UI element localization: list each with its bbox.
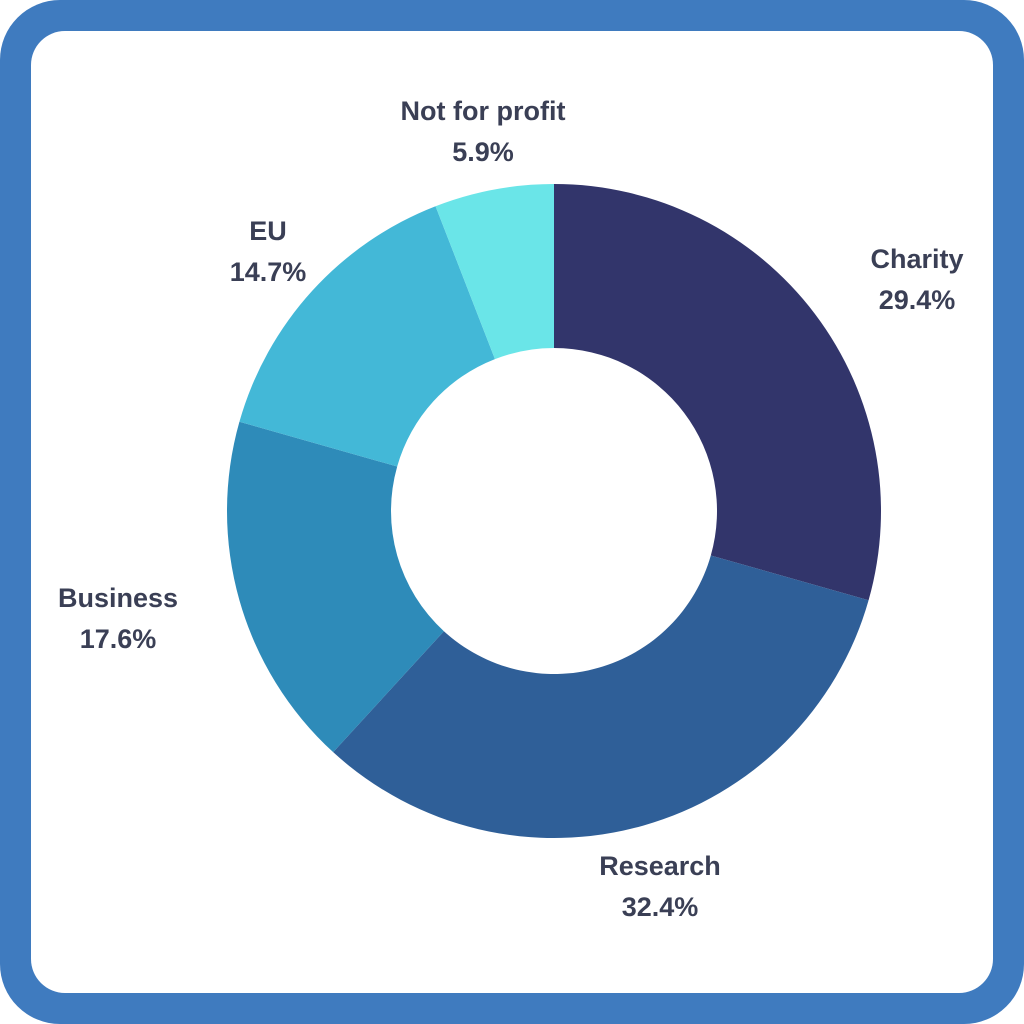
slice-label-eu: EU bbox=[249, 216, 287, 246]
slice-not-for-profit bbox=[435, 184, 554, 360]
slice-research bbox=[333, 555, 869, 838]
slice-label-research: Research bbox=[599, 851, 721, 881]
slice-value-research: 32.4% bbox=[622, 892, 699, 922]
slice-labels: Charity 29.4% Research 32.4% Business 17.6% EU… bbox=[58, 96, 964, 922]
slice-value-not-for-profit: 5.9% bbox=[452, 137, 514, 167]
slice-value-business: 17.6% bbox=[80, 624, 157, 654]
donut-slices bbox=[226, 184, 881, 838]
slice-value-charity: 29.4% bbox=[879, 285, 956, 315]
slice-value-eu: 14.7% bbox=[230, 257, 307, 287]
slice-label-not-for-profit: Not for profit bbox=[401, 96, 566, 126]
slice-eu bbox=[239, 206, 495, 467]
slice-charity bbox=[554, 184, 881, 601]
slice-label-charity: Charity bbox=[870, 244, 963, 274]
slice-label-business: Business bbox=[58, 583, 178, 613]
slice-business bbox=[226, 421, 444, 753]
